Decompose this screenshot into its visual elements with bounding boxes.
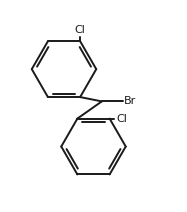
- Text: Cl: Cl: [75, 25, 86, 35]
- Text: Cl: Cl: [116, 114, 127, 124]
- Text: Br: Br: [124, 96, 136, 106]
